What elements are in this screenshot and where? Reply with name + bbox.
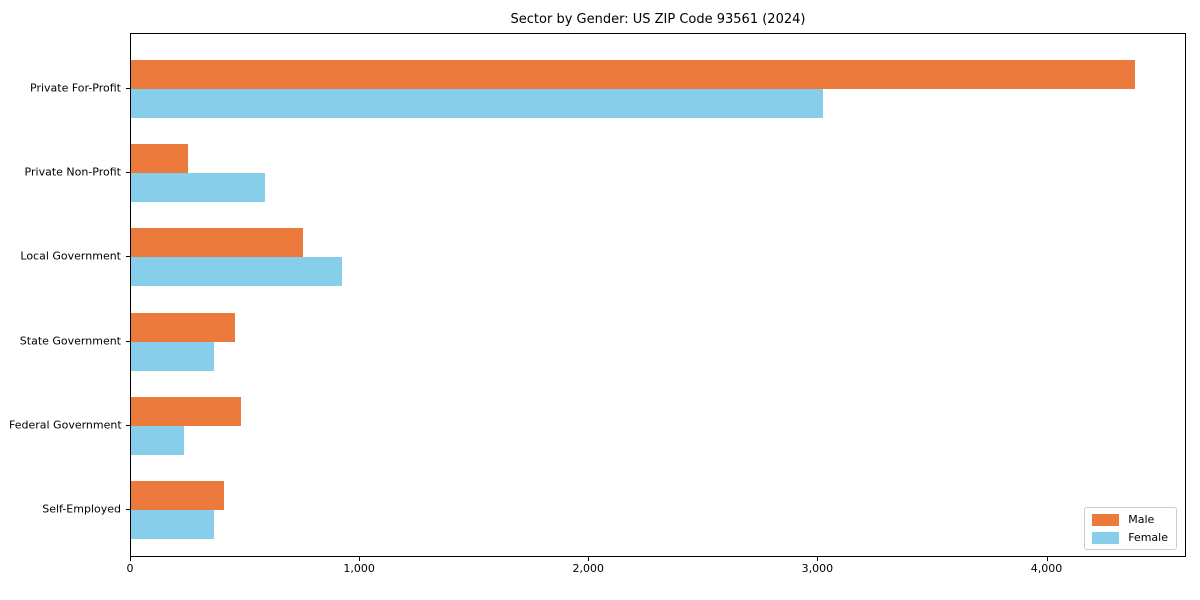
ytick-label-state-government: State Government <box>19 334 121 348</box>
bar-self-employed-female <box>131 510 214 539</box>
legend-label-female: Female <box>1128 531 1168 544</box>
legend-item-male: Male <box>1092 513 1168 526</box>
xtick-label-3-000: 3,000 <box>801 562 834 575</box>
xtick-mark-4-000 <box>1046 557 1048 561</box>
bar-local-government-female <box>131 257 342 287</box>
xtick-mark-2-000 <box>588 557 590 561</box>
legend: Male Female <box>1084 507 1177 550</box>
xtick-mark-1-000 <box>359 557 361 561</box>
xtick-mark-3-000 <box>817 557 819 561</box>
bar-private-for-profit-male <box>131 60 1135 89</box>
bar-federal-government-male <box>131 396 241 426</box>
bar-state-government-female <box>131 341 214 371</box>
ytick-label-private-for-profit: Private For-Profit <box>30 81 121 95</box>
male-swatch-icon <box>1092 513 1120 526</box>
ytick-mark-state-government <box>126 340 130 342</box>
ytick-label-local-government: Local Government <box>20 249 121 263</box>
xtick-label-1-000: 1,000 <box>343 562 375 575</box>
legend-item-female: Female <box>1092 531 1168 544</box>
ytick-label-federal-government: Federal Government <box>9 418 122 432</box>
ytick-mark-federal-government <box>126 424 130 426</box>
xtick-label-0: 0 <box>126 562 134 575</box>
xtick-label-4-000: 4,000 <box>1030 562 1063 575</box>
plot-area: Male Female <box>130 33 1186 557</box>
bar-private-non-profit-male <box>131 144 189 174</box>
xtick-mark-0 <box>130 557 131 561</box>
ytick-mark-local-government <box>126 256 130 258</box>
xtick-label-2-000: 2,000 <box>572 562 605 575</box>
bar-private-for-profit-female <box>131 89 823 118</box>
bar-private-non-profit-female <box>131 173 265 203</box>
bar-federal-government-female <box>131 425 184 455</box>
bar-self-employed-male <box>131 481 224 510</box>
female-swatch-icon <box>1092 531 1120 544</box>
ytick-label-private-non-profit: Private Non-Profit <box>24 165 121 179</box>
ytick-label-self-employed: Self-Employed <box>42 502 121 516</box>
ytick-mark-private-for-profit <box>126 88 130 89</box>
chart-title: Sector by Gender: US ZIP Code 93561 (202… <box>510 12 806 27</box>
ytick-mark-self-employed <box>126 509 130 510</box>
legend-label-male: Male <box>1128 513 1155 526</box>
bar-state-government-male <box>131 312 236 342</box>
ytick-mark-private-non-profit <box>126 172 130 174</box>
bar-local-government-male <box>131 228 303 258</box>
